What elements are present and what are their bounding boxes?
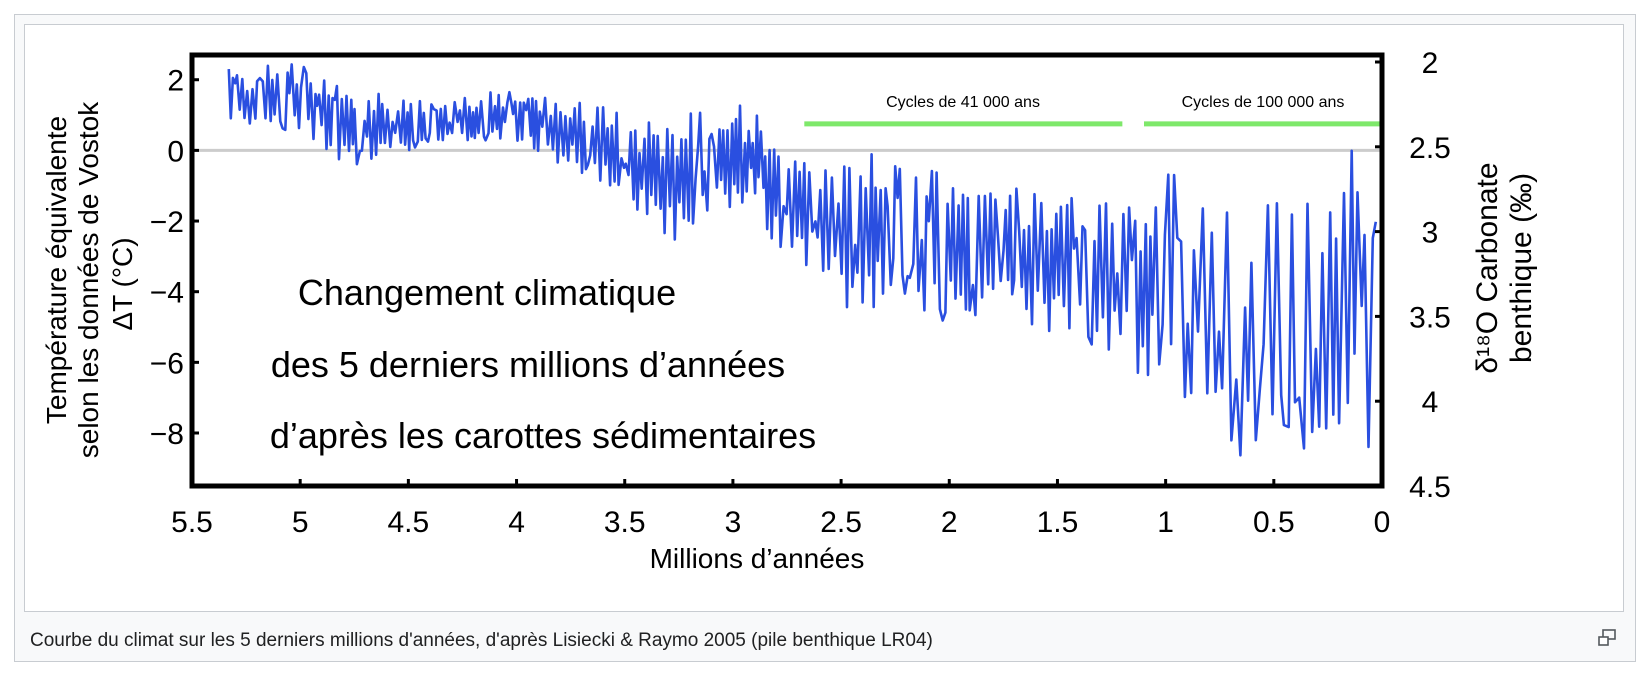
y-left-tick-label: −8 — [150, 418, 184, 451]
title-line-3: d’après les carottes sédimentaires — [270, 415, 816, 456]
y-right-tick-label: 3.5 — [1409, 301, 1451, 334]
series-line-temperature — [227, 63, 1378, 457]
y-right-tick-label: 4.5 — [1409, 471, 1451, 504]
x-tick-label: 4 — [508, 506, 525, 539]
plot-frame — [189, 52, 1385, 489]
x-tick-label: 0 — [1374, 506, 1391, 539]
x-tick-label: 2.5 — [820, 506, 862, 539]
x-tick-label: 1 — [1157, 506, 1174, 539]
title-line-1: Changement climatique — [298, 272, 676, 313]
y-left-tick-label: −6 — [150, 347, 184, 380]
climate-chart: 5.5 5 4.5 4 3.5 3 2.5 2 1.5 1 0.5 0 2 0 −2 −4 −6 −8 2 2.5… — [41, 47, 1538, 574]
x-tick-label: 4.5 — [388, 506, 430, 539]
title-line-2: des 5 derniers millions d’années — [271, 344, 785, 385]
annotation-100000: Cycles de 100 000 ans — [1182, 94, 1345, 111]
y-axis-label-right-2: benthique (‰) — [1505, 173, 1538, 363]
x-tick-label: 3 — [725, 506, 742, 539]
figure-caption: Courbe du climat sur les 5 derniers mill… — [30, 630, 933, 651]
x-tick-label: 5.5 — [171, 506, 213, 539]
y-axis-label-left-2: selon les données de Vostok — [73, 101, 104, 458]
y-right-tick-label: 4 — [1422, 386, 1439, 419]
y-left-tick-label: −4 — [150, 277, 184, 310]
x-tick-label: 3.5 — [604, 506, 646, 539]
x-tick-label: 5 — [292, 506, 309, 539]
x-axis-label: Millions d’années — [650, 543, 865, 574]
y-right-tick-label: 3 — [1422, 217, 1439, 250]
y-left-tick-label: 2 — [167, 65, 184, 98]
y-axis-label-left-1: Température équivalente — [41, 116, 72, 424]
y-axis-label-right-1: δ¹⁸O Carbonate — [1471, 162, 1504, 373]
enlarge-icon[interactable] — [1597, 627, 1619, 649]
y-left-tick-label: 0 — [167, 135, 184, 168]
x-tick-label: 1.5 — [1037, 506, 1079, 539]
y-left-tick-label: −2 — [150, 206, 184, 239]
x-tick-label: 2 — [941, 506, 958, 539]
y-right-tick-label: 2 — [1422, 47, 1439, 80]
y-right-tick-label: 2.5 — [1409, 132, 1451, 165]
annotation-41000: Cycles de 41 000 ans — [886, 94, 1040, 111]
x-tick-label: 0.5 — [1253, 506, 1295, 539]
y-axis-label-left-3: ΔT (°C) — [107, 237, 138, 330]
